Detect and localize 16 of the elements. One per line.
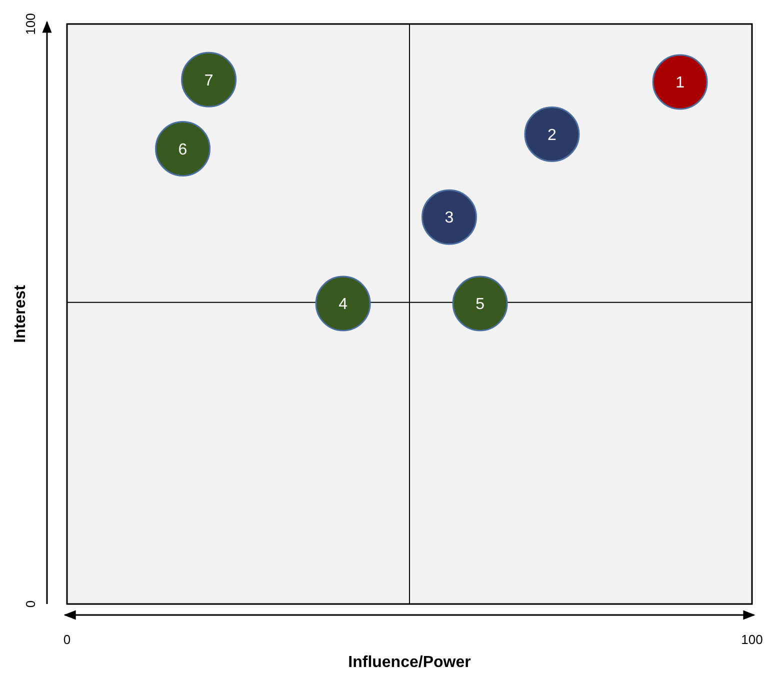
point (452, 276, 508, 332)
annotation: 4 (338, 296, 348, 314)
point (155, 120, 211, 176)
point (315, 276, 371, 332)
point (524, 106, 580, 162)
annotation: 2 (548, 126, 557, 144)
y-axis-title: Interest (12, 284, 29, 343)
annotation: 3 (444, 210, 454, 227)
point (181, 52, 237, 108)
annotation: 6 (178, 141, 188, 158)
annotation: 1 (676, 74, 685, 92)
point (421, 189, 477, 245)
point (652, 54, 708, 110)
annotation: 5 (476, 296, 485, 314)
annotation: 7 (204, 72, 214, 90)
x-axis-title: Influence/Power (348, 654, 471, 671)
